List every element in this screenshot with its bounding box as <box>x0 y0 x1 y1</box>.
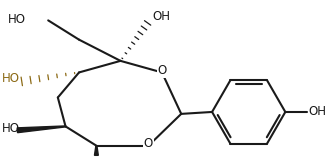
Polygon shape <box>95 146 98 155</box>
Text: HO: HO <box>8 13 26 26</box>
Text: OH: OH <box>308 106 326 118</box>
Text: HO: HO <box>2 122 20 135</box>
Text: OH: OH <box>152 10 170 23</box>
Polygon shape <box>17 126 66 133</box>
Text: O: O <box>157 64 166 77</box>
Text: O: O <box>144 137 153 150</box>
Text: HO: HO <box>2 72 20 85</box>
